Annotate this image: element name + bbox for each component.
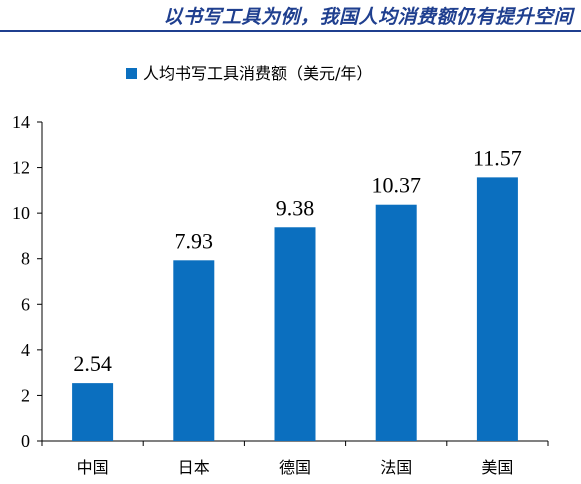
data-label: 11.57 bbox=[473, 145, 522, 170]
x-axis-ticks: 中国 日本 德国 法国 美国 bbox=[41, 441, 549, 477]
data-label: 2.54 bbox=[73, 351, 112, 376]
page-heading: 以书写工具为例，我国人均消费额仍有提升空间 bbox=[163, 6, 573, 28]
x-tick-label: 德国 bbox=[279, 458, 311, 477]
x-tick-label: 美国 bbox=[481, 458, 513, 477]
legend-swatch bbox=[126, 68, 137, 79]
bar bbox=[375, 204, 417, 441]
legend: 人均书写工具消费额（美元/年） bbox=[126, 64, 372, 83]
data-label: 7.93 bbox=[175, 228, 214, 253]
x-tick-label: 中国 bbox=[77, 458, 109, 477]
data-labels: 2.54 7.93 9.38 10.37 11.57 bbox=[73, 145, 521, 376]
y-tick-label: 10 bbox=[12, 203, 30, 223]
bar bbox=[72, 383, 114, 441]
y-axis-ticks: 0 2 4 6 8 10 12 14 bbox=[12, 112, 42, 451]
y-tick-label: 8 bbox=[21, 249, 30, 269]
bar bbox=[274, 227, 316, 441]
data-label: 9.38 bbox=[276, 195, 315, 220]
x-tick-label: 法国 bbox=[380, 458, 412, 477]
y-tick-label: 4 bbox=[21, 340, 30, 360]
bar bbox=[476, 177, 518, 441]
y-tick-label: 6 bbox=[21, 294, 30, 314]
data-label: 10.37 bbox=[371, 173, 421, 198]
x-tick-label: 日本 bbox=[178, 458, 210, 477]
legend-label: 人均书写工具消费额（美元/年） bbox=[143, 64, 372, 83]
y-tick-label: 2 bbox=[21, 385, 30, 405]
y-tick-label: 0 bbox=[21, 431, 30, 451]
y-tick-label: 14 bbox=[12, 112, 30, 132]
bars bbox=[72, 177, 518, 441]
heading-bar: 以书写工具为例，我国人均消费额仍有提升空间 bbox=[0, 0, 581, 32]
bar bbox=[173, 260, 215, 441]
y-tick-label: 12 bbox=[12, 158, 30, 178]
